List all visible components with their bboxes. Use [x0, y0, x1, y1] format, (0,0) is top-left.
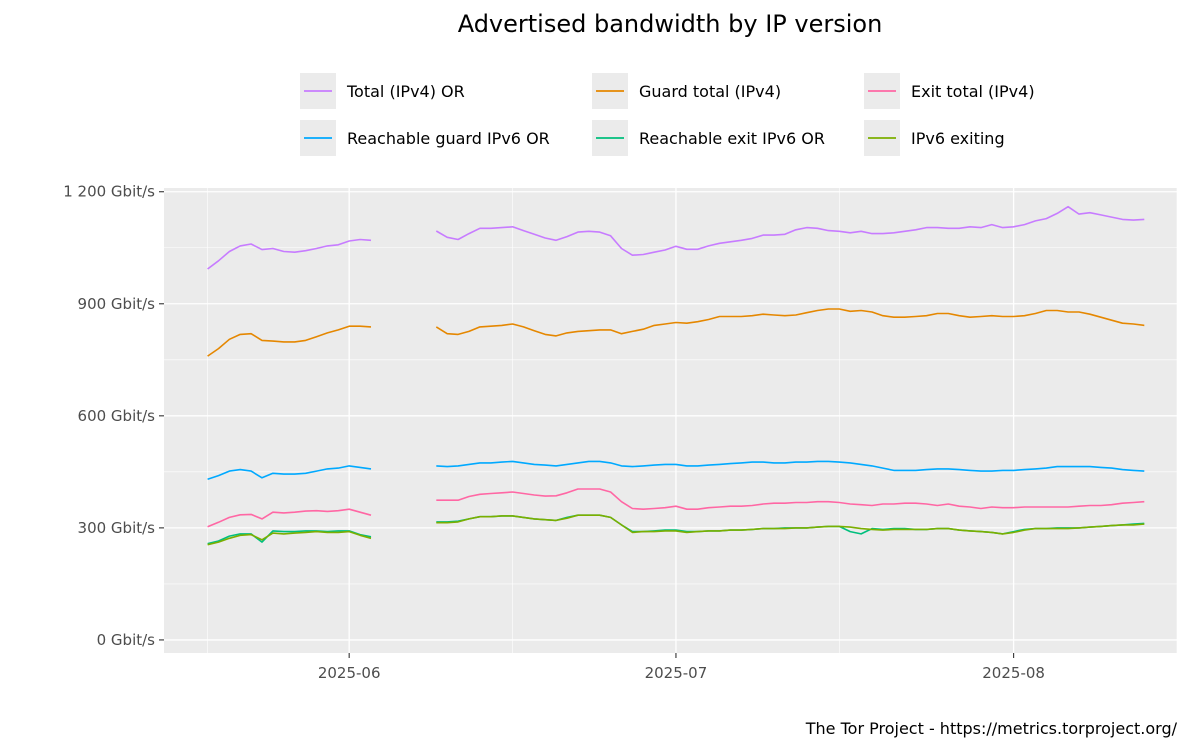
- series-lines: [207, 205, 1145, 546]
- series-line: [207, 325, 372, 357]
- chart-caption: The Tor Project - https://metrics.torpro…: [805, 719, 1178, 738]
- x-tick-label: 2025-06: [318, 664, 381, 682]
- series-line: [435, 308, 1145, 337]
- series-line: [436, 514, 1145, 535]
- series-guard-total-ipv4: [207, 308, 1145, 357]
- series-line: [207, 530, 372, 546]
- x-tick-label: 2025-07: [645, 664, 708, 682]
- major-gridlines: [164, 188, 1177, 653]
- y-tick-label: 300 Gbit/s: [78, 519, 156, 537]
- y-tick-label: 1 200 Gbit/s: [63, 183, 155, 201]
- legend-label: IPv6 exiting: [911, 129, 1005, 148]
- series-line: [207, 508, 372, 528]
- y-tick-label: 0 Gbit/s: [97, 631, 156, 649]
- plot-panel: [164, 188, 1177, 653]
- legend-label: Guard total (IPv4): [639, 82, 781, 101]
- y-axis: 0 Gbit/s 300 Gbit/s 600 Gbit/s 900 Gbit/s 1 …: [63, 183, 164, 649]
- series-line: [435, 205, 1145, 256]
- minor-gridlines: [164, 188, 1178, 653]
- series-ipv6-exiting: [207, 514, 1145, 546]
- series-line: [207, 238, 372, 270]
- chart-title: Advertised bandwidth by IP version: [458, 10, 883, 38]
- series-reachable-guard-ipv6-or: [207, 460, 1145, 481]
- series-line: [207, 530, 372, 545]
- series-line: [207, 465, 372, 481]
- legend: Total (IPv4) OR Guard total (IPv4) Exit to…: [300, 73, 1035, 156]
- legend-label: Reachable guard IPv6 OR: [347, 129, 550, 148]
- series-line: [436, 488, 1145, 511]
- y-tick-label: 600 Gbit/s: [78, 407, 156, 425]
- x-axis: 2025-06 2025-07 2025-08: [318, 653, 1045, 682]
- series-total-ipv4-or: [207, 205, 1145, 270]
- series-line: [436, 460, 1145, 472]
- legend-label: Exit total (IPv4): [911, 82, 1035, 101]
- legend-label: Reachable exit IPv6 OR: [639, 129, 825, 148]
- x-tick-label: 2025-08: [982, 664, 1045, 682]
- series-exit-total-ipv4: [207, 488, 1145, 528]
- legend-label: Total (IPv4) OR: [346, 82, 465, 101]
- y-tick-label: 900 Gbit/s: [78, 295, 156, 313]
